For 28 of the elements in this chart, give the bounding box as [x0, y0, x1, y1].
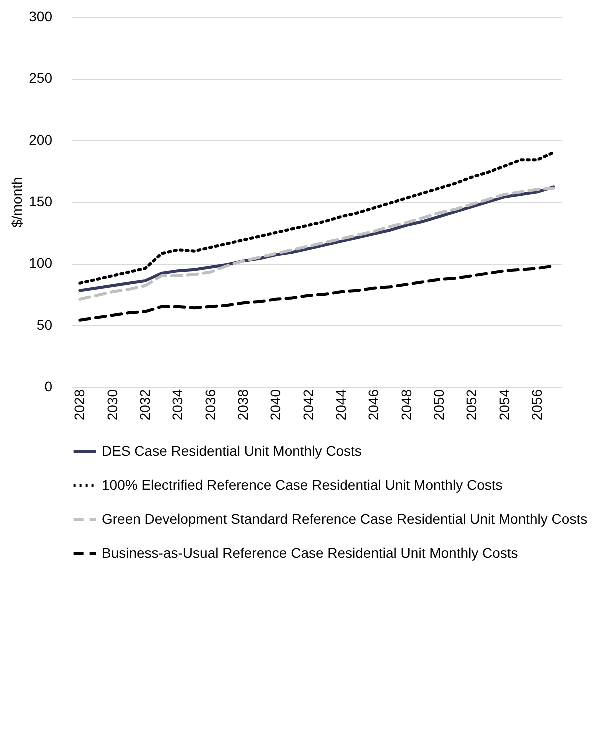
x-tick-label: 2044: [333, 389, 349, 421]
x-tick-label: 2040: [268, 389, 284, 421]
x-tick-label: 2028: [72, 389, 88, 421]
x-tick-label: 2042: [300, 389, 316, 421]
legend-label: 100% Electrified Reference Case Residential Unit Monthly Costs: [102, 477, 503, 493]
x-tick-label: 2050: [431, 389, 447, 421]
x-tick-label: 2030: [104, 389, 120, 421]
x-tick-label: 2034: [170, 389, 186, 421]
x-tick-label: 2052: [464, 389, 480, 421]
y-tick-label: 0: [44, 378, 53, 394]
x-tick-label: 2038: [235, 389, 251, 421]
legend-label: Green Development Standard Reference Case Residential Unit Monthly Costs: [102, 511, 588, 527]
y-tick-label: 300: [29, 8, 53, 24]
y-tick-label: 200: [29, 132, 53, 148]
legend-label: DES Case Residential Unit Monthly Costs: [102, 443, 362, 459]
x-tick-label: 2036: [202, 389, 218, 421]
legend-label: Business-as-Usual Reference Case Residential Unit Monthly Costs: [102, 545, 518, 561]
x-tick-label: 2046: [366, 389, 382, 421]
y-axis-title: $/month: [9, 177, 26, 228]
x-tick-label: 2048: [398, 389, 414, 421]
x-tick-label: 2032: [137, 389, 153, 421]
y-tick-label: 150: [29, 194, 53, 210]
line-series: [78, 151, 556, 285]
x-tick-label: 2056: [529, 389, 545, 421]
y-tick-label: 50: [36, 316, 53, 333]
y-tick-label: 250: [29, 70, 53, 86]
y-tick-label: 100: [29, 255, 53, 272]
x-tick-label: 2054: [496, 389, 512, 421]
